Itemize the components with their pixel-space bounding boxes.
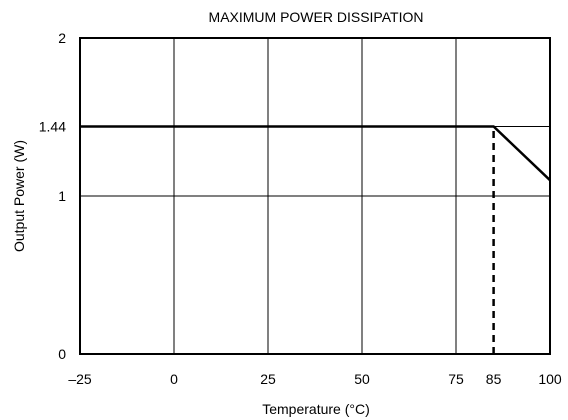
x-tick-labels: –25 0 25 50 75 85 100 (68, 371, 562, 387)
x-tick-label: 0 (170, 371, 178, 387)
plot-frame (79, 37, 551, 355)
grid (80, 38, 550, 354)
y-tick-label: 1.44 (39, 118, 66, 134)
x-tick-label: 100 (538, 371, 562, 387)
y-tick-labels: 0 1 1.44 2 (39, 30, 66, 362)
y-axis-label: Output Power (W) (11, 140, 27, 252)
x-tick-label: 50 (354, 371, 370, 387)
y-tick-label: 2 (58, 30, 66, 46)
x-tick-label: 25 (260, 371, 276, 387)
x-tick-label: 85 (486, 371, 502, 387)
x-tick-label: 75 (448, 371, 464, 387)
series-layer (80, 125, 551, 182)
chart-title: MAXIMUM POWER DISSIPATION (209, 9, 424, 25)
y-tick-label: 1 (58, 188, 66, 204)
y-tick-label: 0 (58, 346, 66, 362)
x-axis-label: Temperature (°C) (262, 401, 370, 417)
power-dissipation-line (80, 125, 551, 182)
x-tick-label: –25 (68, 371, 92, 387)
